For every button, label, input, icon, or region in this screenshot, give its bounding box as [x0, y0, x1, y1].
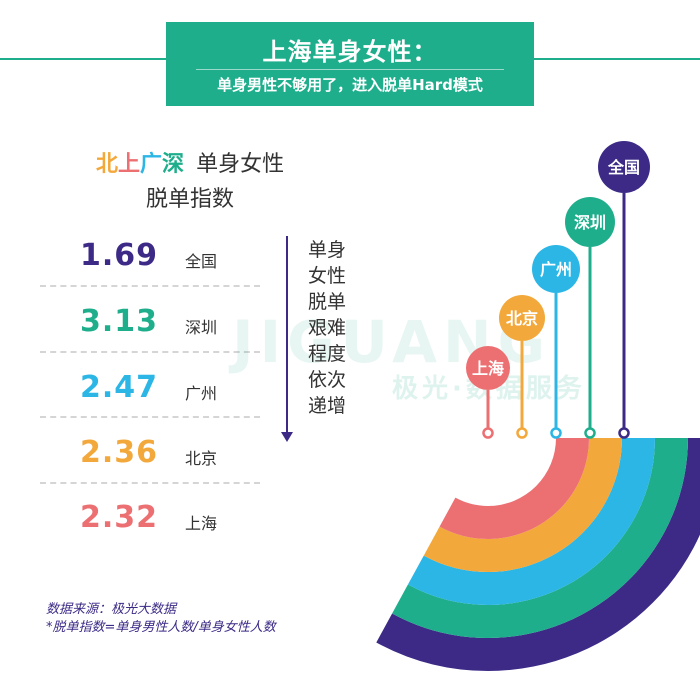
index-value: 2.32 — [80, 500, 159, 535]
table-row: 3.13 深圳 — [40, 296, 260, 352]
ring-extension-上海 — [439, 497, 488, 539]
peg-北京 — [516, 427, 528, 439]
city-label: 深圳 — [185, 318, 218, 337]
trend-annotation-line: 依次 — [308, 369, 347, 391]
city-label: 广州 — [185, 384, 218, 403]
city-label: 北京 — [185, 449, 218, 468]
bubble-北京 — [499, 295, 545, 341]
trend-annotation-line: 递增 — [308, 395, 347, 417]
index-definition-note: *脱单指数=单身男性人数/单身女性人数 — [46, 620, 276, 635]
peg-全国 — [618, 427, 630, 439]
bubble-label-广州: 广州 — [540, 260, 572, 279]
heading-city-char-3: 深 — [162, 152, 185, 177]
trend-annotation: 单身 女性 脱单 艰难 程度 依次 递增 — [308, 237, 352, 419]
bubble-深圳 — [565, 197, 615, 247]
row-divider — [40, 416, 260, 418]
bubble-label-北京: 北京 — [506, 309, 538, 328]
ring-extension-广州 — [407, 555, 488, 605]
trend-arrow-head-icon — [281, 432, 293, 442]
heading-city-char-1: 上 — [118, 152, 141, 177]
city-label: 全国 — [185, 252, 218, 271]
ring-广州 — [488, 438, 655, 605]
index-value: 3.13 — [80, 304, 159, 339]
bubble-label-全国: 全国 — [607, 158, 640, 177]
table-row: 2.47 广州 — [40, 362, 260, 418]
index-value: 1.69 — [80, 238, 159, 273]
bubble-label-上海: 上海 — [472, 359, 504, 378]
chart-heading-line2: 脱单指数 — [146, 187, 235, 212]
trend-annotation-line: 脱单 — [308, 291, 347, 313]
trend-arrow-shaft — [286, 236, 288, 434]
trend-annotation-line: 艰难 — [308, 317, 347, 339]
ring-全国 — [488, 438, 700, 671]
heading-city-char-2: 广 — [140, 152, 163, 177]
bubble-广州 — [532, 245, 580, 293]
banner-subtitle: 单身男性不够用了，进入脱单Hard模式 — [217, 76, 483, 94]
ring-深圳 — [488, 438, 688, 638]
ring-extension-北京 — [423, 526, 488, 572]
bubble-全国 — [598, 141, 650, 193]
table-row: 2.36 北京 — [40, 427, 260, 483]
row-divider — [40, 482, 260, 484]
bubble-上海 — [466, 346, 510, 390]
chart-heading-line1: 北上广深 单身女性 — [96, 146, 284, 178]
banner-title: 上海单身女性： — [262, 38, 438, 66]
index-value: 2.36 — [80, 435, 159, 470]
row-divider — [40, 285, 260, 287]
title-banner: 上海单身女性： 单身男性不够用了，进入脱单Hard模式 — [166, 22, 534, 106]
banner-divider — [196, 69, 504, 70]
table-row: 2.32 上海 — [40, 492, 260, 548]
ring-extension-全国 — [376, 613, 488, 671]
heading-city-char-0: 北 — [96, 152, 119, 177]
row-divider — [40, 351, 260, 353]
ring-上海 — [488, 438, 589, 539]
peg-广州 — [550, 427, 562, 439]
heading-rest: 单身女性 — [196, 152, 285, 177]
table-row: 1.69 全国 — [40, 230, 260, 286]
trend-annotation-line: 程度 — [308, 343, 347, 365]
trend-annotation-line: 单身 — [308, 239, 347, 261]
data-source-note: 数据来源：极光大数据 — [46, 602, 177, 617]
city-label: 上海 — [185, 514, 218, 533]
peg-深圳 — [584, 427, 596, 439]
peg-上海 — [482, 427, 494, 439]
bubble-label-深圳: 深圳 — [574, 213, 606, 232]
ring-北京 — [488, 438, 622, 572]
ring-extension-深圳 — [392, 584, 488, 638]
trend-annotation-line: 女性 — [308, 265, 347, 287]
index-value: 2.47 — [80, 370, 159, 405]
